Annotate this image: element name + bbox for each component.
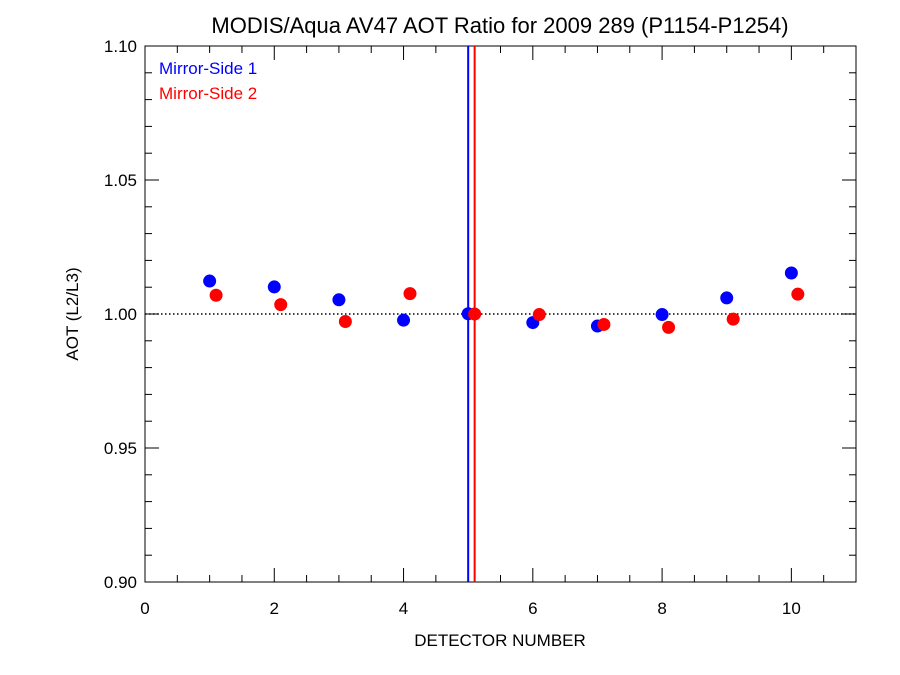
x-tick-label: 6 [528,599,537,618]
legend: Mirror-Side 1 Mirror-Side 2 [159,59,257,103]
chart-title: MODIS/Aqua AV47 AOT Ratio for 2009 289 (… [211,13,788,38]
x-tick-label: 4 [399,599,408,618]
y-tick-label: 1.05 [104,171,137,190]
series-1-point [655,308,669,322]
series-2-point [209,288,223,302]
series-1-point [332,293,346,307]
series-1-point [203,274,217,288]
series-2-point [597,317,611,331]
y-tick-label: 1.10 [104,37,137,56]
x-tick-label: 10 [782,599,801,618]
legend-item-1: Mirror-Side 1 [159,59,257,78]
series-2-point [532,308,546,322]
series-1-point [784,266,798,280]
series-1-point [720,291,734,305]
x-tick-label: 8 [657,599,666,618]
x-tick-label: 2 [270,599,279,618]
series-2-point [791,287,805,301]
series-2-point [338,315,352,329]
y-axis-label: AOT (L2/L3) [63,267,82,360]
data-points [203,266,805,334]
y-tick-label: 0.95 [104,439,137,458]
series-2-point [403,287,417,301]
series-2-point [726,312,740,326]
series-2-point [468,307,482,321]
x-tick-label: 0 [140,599,149,618]
x-axis-label: DETECTOR NUMBER [414,631,586,650]
y-tick-label: 1.00 [104,305,137,324]
axis-ticks: 0 2 4 6 8 10 0.90 0.95 1.00 1.05 1.10 [104,37,857,618]
series-2-point [662,320,676,334]
y-tick-label: 0.90 [104,573,137,592]
series-1-point [267,280,281,294]
series-1-point [397,313,411,327]
legend-item-2: Mirror-Side 2 [159,84,257,103]
series-2-point [274,298,288,312]
